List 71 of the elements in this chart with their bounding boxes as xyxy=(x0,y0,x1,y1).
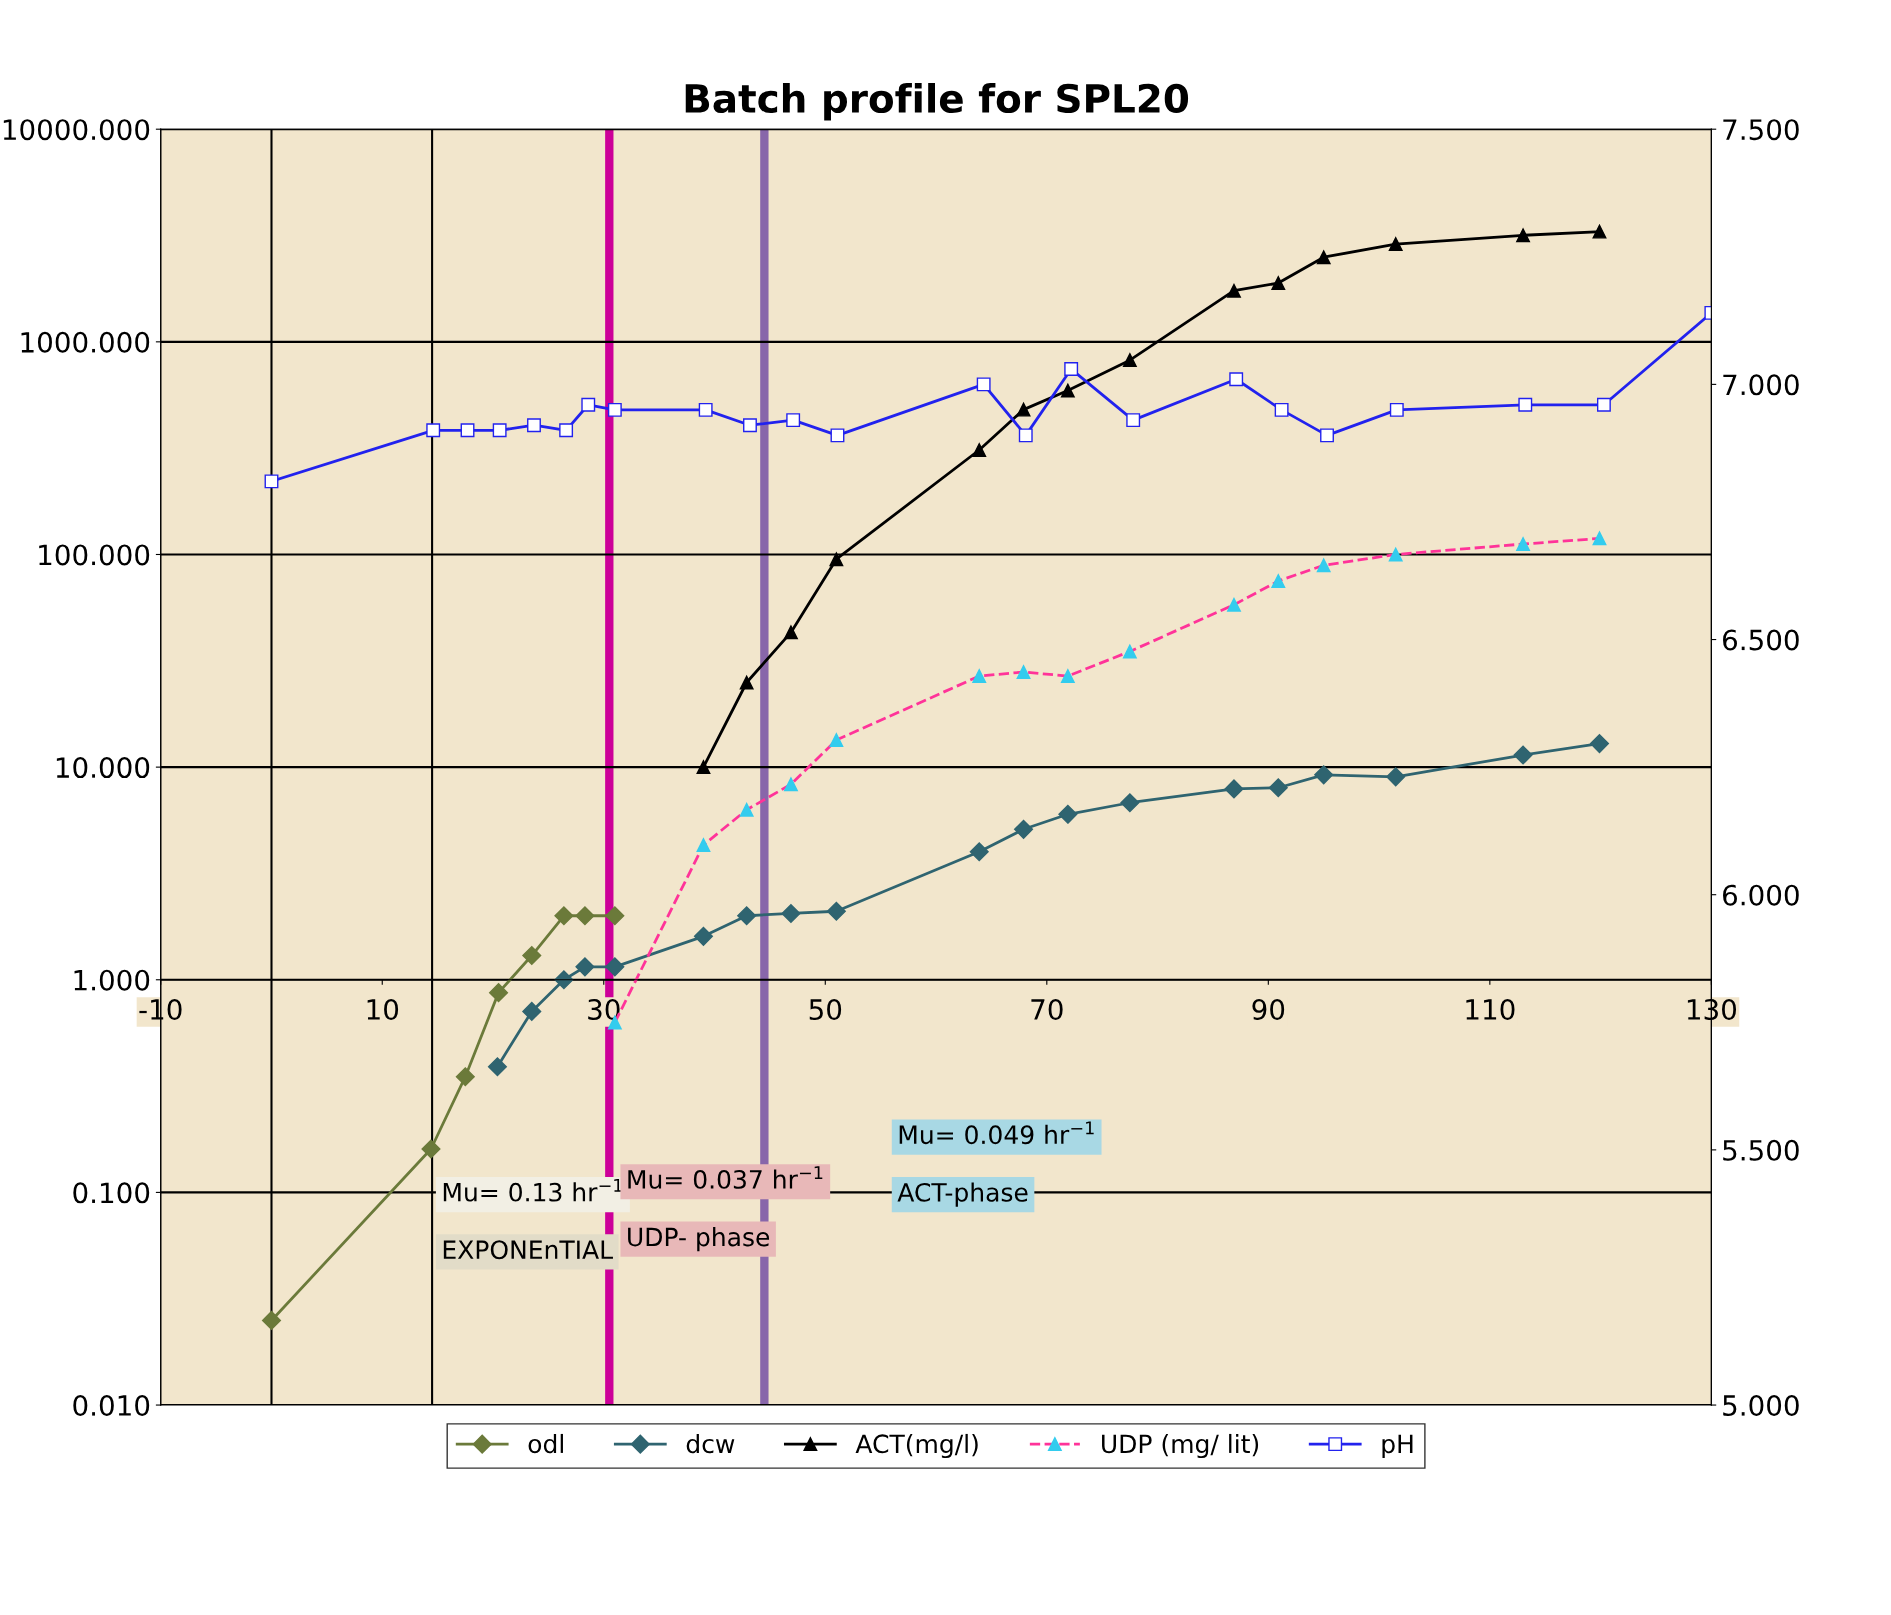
legend-label: odl xyxy=(528,1433,563,1454)
point xyxy=(522,1001,542,1021)
point xyxy=(1314,765,1334,785)
point xyxy=(1516,228,1531,243)
point xyxy=(969,842,989,862)
y-tick-label: 10.000 xyxy=(56,757,150,779)
point xyxy=(455,1067,475,1087)
point xyxy=(261,1310,282,1330)
point xyxy=(693,926,713,946)
y2-tick-label: 5.000 xyxy=(1723,1394,1799,1416)
point xyxy=(784,625,798,640)
legend-label: UDP (mg/ lit) xyxy=(1102,1433,1259,1459)
point xyxy=(739,675,754,690)
point xyxy=(605,957,625,977)
x-tick-label: 50 xyxy=(809,999,842,1021)
y2-tick-label: 7.500 xyxy=(1723,119,1799,141)
point xyxy=(575,906,595,926)
point xyxy=(1316,250,1331,265)
point xyxy=(575,957,595,977)
point xyxy=(1120,793,1140,813)
point xyxy=(1589,734,1610,754)
annotation: EXPONEnTIAL xyxy=(443,1240,613,1260)
x-tick-label: 70 xyxy=(1031,999,1063,1021)
point xyxy=(489,983,509,1003)
point xyxy=(1227,283,1241,298)
y-tick-label: 10000.000 xyxy=(3,119,150,141)
point xyxy=(972,443,987,457)
annotation: UDP- phase xyxy=(628,1227,770,1252)
point xyxy=(1224,779,1244,799)
point xyxy=(554,906,574,926)
legend-label: dcw xyxy=(686,1433,735,1454)
point xyxy=(554,970,574,990)
annotation: Mu= 0.037 hr$^{−1}$ xyxy=(628,1166,823,1189)
point xyxy=(522,946,542,966)
point xyxy=(1592,224,1607,239)
point xyxy=(1058,804,1078,824)
point xyxy=(1060,383,1075,398)
point xyxy=(1386,767,1406,787)
point xyxy=(737,906,757,926)
y-tick-label: 0.100 xyxy=(73,1182,150,1204)
y-tick-label: 1000.000 xyxy=(21,331,150,353)
x-tick-label: 110 xyxy=(1466,999,1515,1021)
point xyxy=(781,903,801,924)
chart-title: Batch profile for SPL20 xyxy=(685,82,1189,121)
annotation: Mu= 0.049 hr$^{−1}$ xyxy=(899,1121,1094,1145)
point xyxy=(1014,819,1034,839)
point xyxy=(1122,353,1137,368)
point xyxy=(696,760,711,775)
y2-tick-label: 7.000 xyxy=(1723,374,1799,396)
point xyxy=(1513,745,1533,765)
y2-tick-label: 5.500 xyxy=(1723,1139,1799,1161)
point xyxy=(1271,276,1286,290)
legend-label: pH xyxy=(1382,1434,1413,1459)
point xyxy=(826,901,846,921)
y2-tick-label: 6.500 xyxy=(1723,629,1799,651)
y-tick-label: 1.000 xyxy=(74,969,150,991)
point xyxy=(1268,778,1288,798)
point xyxy=(487,1057,507,1077)
x-tick-label: 10 xyxy=(367,999,399,1021)
point xyxy=(1016,402,1031,417)
y2-tick-label: 6.000 xyxy=(1723,884,1799,906)
x-tick-label: 90 xyxy=(1252,999,1285,1021)
y-tick-label: 100.000 xyxy=(39,544,150,566)
point xyxy=(421,1139,441,1159)
legend-label: ACT(mg/l) xyxy=(855,1433,978,1459)
y-tick-label: 0.010 xyxy=(73,1394,150,1416)
point xyxy=(605,906,625,926)
point xyxy=(1388,237,1403,252)
annotation: Mu= 0.13 hr$^{−1}$ xyxy=(443,1178,622,1202)
annotation: ACT-phase xyxy=(897,1182,1028,1207)
point xyxy=(829,552,844,567)
